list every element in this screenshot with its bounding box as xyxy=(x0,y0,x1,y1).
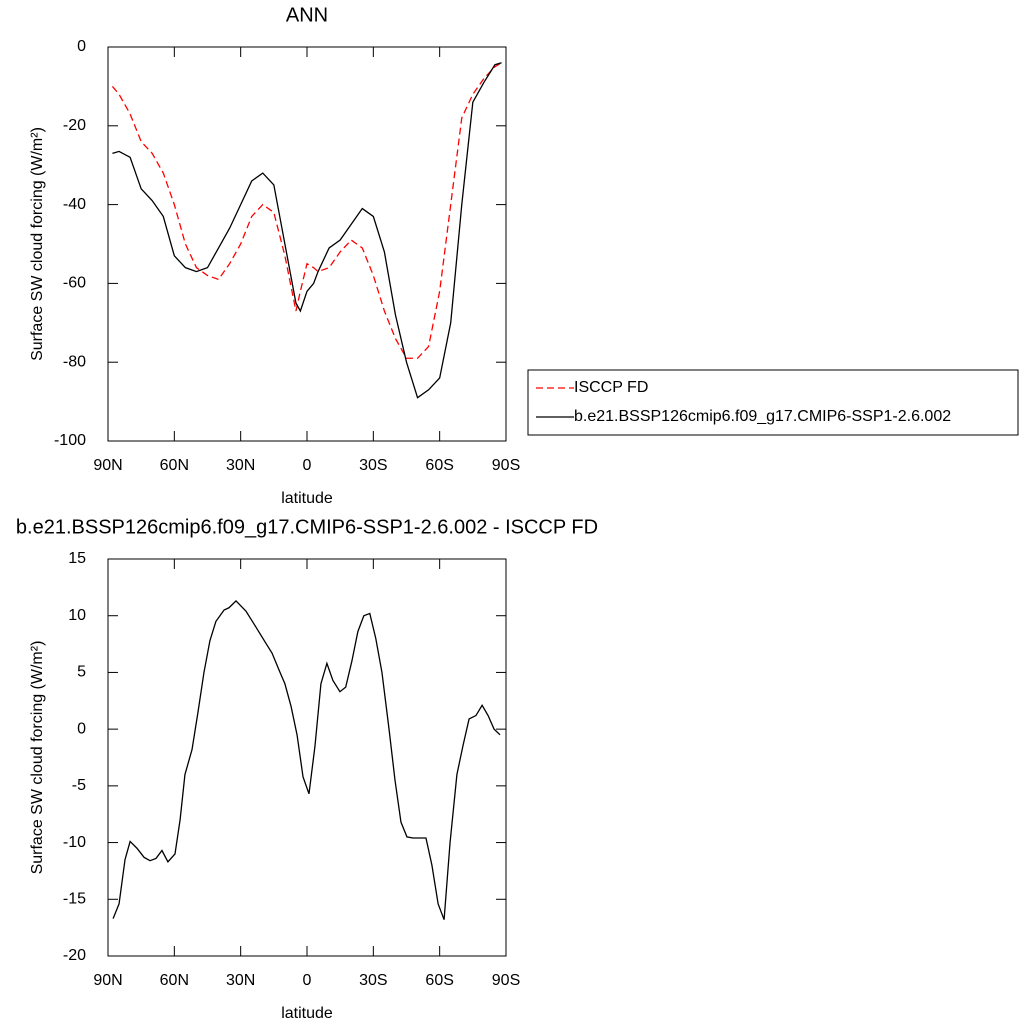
plot-frame xyxy=(107,558,507,957)
y-tick-label: -60 xyxy=(63,275,86,292)
y-tick-label: -20 xyxy=(63,117,86,134)
y-tick-label: 0 xyxy=(77,720,86,737)
data-line xyxy=(112,600,501,920)
y-tick-label: 5 xyxy=(77,664,86,681)
data-line xyxy=(112,62,502,399)
x-tick-label: 90N xyxy=(93,972,122,989)
y-axis-label: Surface SW cloud forcing (W/m²) xyxy=(29,641,46,875)
x-tick-label: 0 xyxy=(303,457,312,474)
x-tick-label: 30N xyxy=(226,457,255,474)
x-tick-label: 60S xyxy=(425,972,453,989)
x-tick-label: 60N xyxy=(160,457,189,474)
chart-title: ANN xyxy=(286,4,328,26)
legend-box xyxy=(527,369,1019,436)
chart-title: b.e21.BSSP126cmip6.f09_g17.CMIP6-SSP1-2.… xyxy=(16,516,598,538)
x-tick-label: 30S xyxy=(359,972,387,989)
y-tick-label: -15 xyxy=(63,891,86,908)
y-tick-label: 0 xyxy=(77,38,86,55)
y-tick-label: -40 xyxy=(63,196,86,213)
y-axis-label: Surface SW cloud forcing (W/m²) xyxy=(29,127,46,361)
y-tick-label: 15 xyxy=(68,550,86,567)
x-tick-label: 30N xyxy=(226,972,255,989)
y-tick-label: 10 xyxy=(68,607,86,624)
x-tick-label: 0 xyxy=(303,972,312,989)
data-line xyxy=(111,62,502,359)
x-axis-label: latitude xyxy=(281,1005,333,1022)
x-tick-label: 90S xyxy=(492,457,520,474)
y-tick-label: -80 xyxy=(63,353,86,370)
x-tick-label: 60S xyxy=(425,457,453,474)
x-tick-label: 90S xyxy=(492,972,520,989)
x-tick-label: 90N xyxy=(93,457,122,474)
plot-frame xyxy=(107,46,507,442)
x-axis-label: latitude xyxy=(281,490,333,507)
y-tick-label: -5 xyxy=(72,777,86,794)
x-tick-label: 30S xyxy=(359,457,387,474)
legend-label: ISCCP FD xyxy=(574,379,648,396)
x-tick-label: 60N xyxy=(160,972,189,989)
legend-label: b.e21.BSSP126cmip6.f09_g17.CMIP6-SSP1-2.… xyxy=(574,408,951,425)
y-tick-label: -10 xyxy=(63,834,86,851)
y-tick-label: -100 xyxy=(54,432,86,449)
y-tick-label: -20 xyxy=(63,947,86,964)
